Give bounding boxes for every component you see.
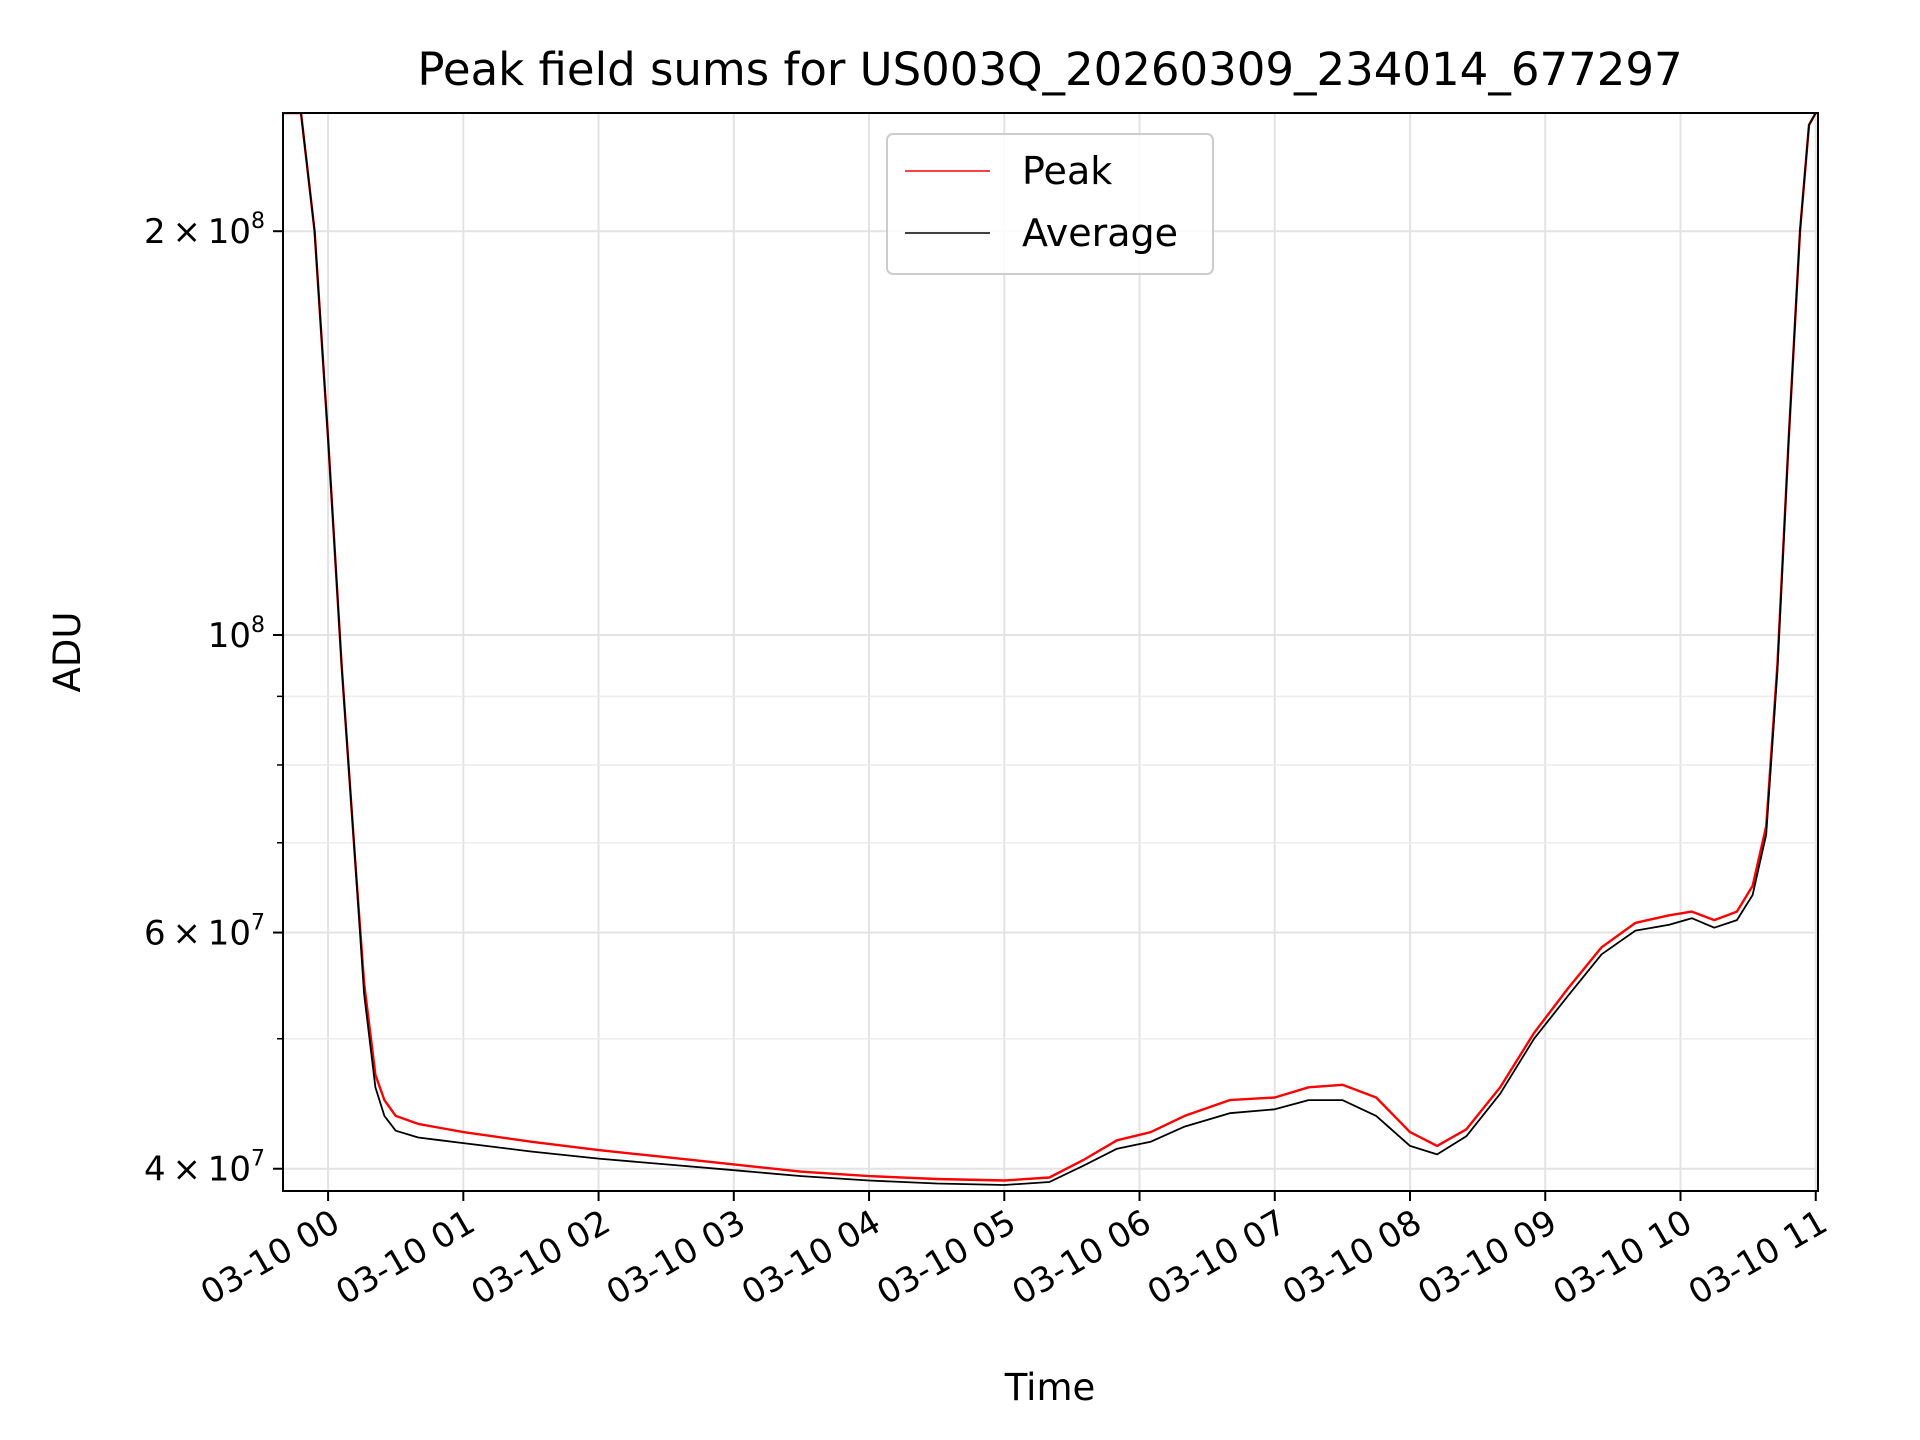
grid-layer [283,113,1818,1191]
y-tick-label: 4 × 107 [144,1147,265,1190]
x-axis-label: Time [1004,1366,1096,1409]
series-layer [283,113,1817,1186]
y-axis-label: ADU [46,612,89,693]
series-line-peak [283,113,1817,1182]
y-tick-label: 6 × 107 [144,911,265,954]
legend-box [886,133,1214,275]
legend-label-peak: Peak [1022,149,1112,193]
legend: Peak Average [886,133,1214,275]
y-tick-label: 2 × 108 [144,209,265,252]
series-line-average [283,113,1817,1186]
chart-title: Peak field sums for US003Q_20260309_2340… [417,43,1682,96]
plot-frame [282,112,1819,1192]
legend-label-average: Average [1022,211,1178,255]
